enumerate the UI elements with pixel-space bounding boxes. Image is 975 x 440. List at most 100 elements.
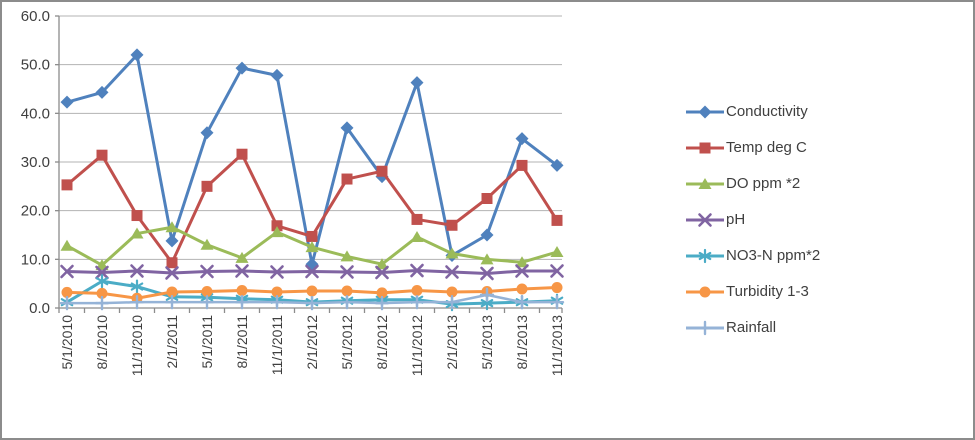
marker-temp-deg-c-5[interactable] [236,148,248,160]
marker-ph-4[interactable] [200,264,214,279]
marker-conductivity-3[interactable] [165,234,179,248]
marker-temp-deg-c-0[interactable] [61,179,73,191]
marker-do-ppm-2-9[interactable] [375,258,389,270]
marker-rainfall-13[interactable] [514,294,530,310]
legend-item-do-ppm-2[interactable]: DO ppm *2 [685,173,820,195]
marker-turbidity-1-3-0[interactable] [61,286,73,298]
marker-do-ppm-2-6[interactable] [270,226,284,238]
marker-rainfall-12[interactable] [479,287,495,303]
marker-ph-6[interactable] [270,265,284,279]
marker-rainfall-10[interactable] [409,294,425,310]
marker-rainfall-7[interactable] [304,295,320,311]
marker-ph-2[interactable] [130,264,144,278]
marker-ph-10[interactable] [410,263,424,278]
marker-temp-deg-c-4[interactable] [201,180,213,192]
marker-do-ppm-2-4[interactable] [200,238,214,250]
legend-item-temp-deg-c[interactable]: Temp deg C [685,137,820,159]
marker-conductivity-0[interactable] [60,95,74,109]
legend-item-ph[interactable]: pH [685,209,820,231]
marker-ph-9[interactable] [375,265,389,280]
marker-do-ppm-2-7[interactable] [305,241,319,253]
marker-rainfall-0[interactable] [59,295,75,311]
marker-temp-deg-c-8[interactable] [341,173,353,185]
marker-ph-14[interactable] [550,264,564,278]
marker-rainfall-4[interactable] [199,294,215,310]
marker-rainfall-5[interactable] [234,294,250,310]
marker-conductivity-6[interactable] [270,68,284,82]
marker-conductivity-1[interactable] [95,85,109,99]
marker-rainfall-14[interactable] [549,294,565,310]
marker-no3-n-ppm-2-1[interactable] [95,274,109,289]
legend-item-conductivity[interactable]: Conductivity [685,101,820,123]
marker-rainfall-6[interactable] [269,294,285,310]
marker-rainfall-11[interactable] [444,294,460,310]
marker-turbidity-1-3-5[interactable] [236,284,248,296]
marker-ph-0[interactable] [60,264,74,279]
marker-rainfall-9[interactable] [374,295,390,311]
marker-do-ppm-2-0[interactable] [60,239,74,251]
marker-temp-deg-c-9[interactable] [376,165,388,177]
marker-ph-1[interactable] [95,265,109,280]
marker-do-ppm-2-3[interactable] [165,221,179,233]
marker-ph-8[interactable] [340,265,354,279]
marker-conductivity-5[interactable] [235,61,249,75]
marker-ph-7[interactable] [305,264,319,279]
marker-ph-13[interactable] [515,264,529,278]
marker-conductivity-10[interactable] [410,76,424,90]
marker-do-ppm-2-2[interactable] [130,227,144,239]
x-axis-label: 11/1/2013 [549,315,565,376]
marker-turbidity-1-3-14[interactable] [551,282,563,294]
marker-do-ppm-2-14[interactable] [550,246,564,258]
marker-turbidity-1-3-11[interactable] [446,286,458,298]
marker-temp-deg-c-7[interactable] [306,230,318,242]
marker-temp-deg-c-6[interactable] [271,220,283,232]
marker-turbidity-1-3-10[interactable] [411,284,423,296]
legend-item-no3-n-ppm-2[interactable]: NO3-N ppm*2 [685,245,820,267]
marker-temp-deg-c-14[interactable] [551,214,563,226]
marker-rainfall-2[interactable] [129,294,145,310]
x-axis-label: 5/1/2010 [59,315,75,370]
marker-conductivity-2[interactable] [130,48,144,62]
marker-temp-deg-c-12[interactable] [481,193,493,204]
x-axis-label: 2/1/2011 [164,315,180,369]
marker-conductivity-13[interactable] [515,132,529,146]
marker-temp-deg-c-11[interactable] [446,219,458,231]
marker-turbidity-1-3-7[interactable] [306,285,318,297]
marker-turbidity-1-3-13[interactable] [516,283,528,295]
marker-temp-deg-c-2[interactable] [131,210,143,222]
marker-do-ppm-2-5[interactable] [235,251,249,263]
y-axis-label: 0.0 [29,300,50,317]
marker-no3-n-ppm-2-2[interactable] [130,279,144,294]
marker-ph-3[interactable] [165,266,179,280]
y-axis-label: 20.0 [21,203,50,220]
marker-rainfall-8[interactable] [339,294,355,310]
marker-conductivity-8[interactable] [340,121,354,135]
marker-conductivity-12[interactable] [480,228,494,242]
marker-temp-deg-c-3[interactable] [166,257,178,269]
marker-temp-deg-c-10[interactable] [411,213,423,225]
marker-do-ppm-2-13[interactable] [515,256,529,268]
x-axis-label: 2/1/2012 [304,315,320,370]
marker-turbidity-1-3-9[interactable] [376,287,388,299]
marker-do-ppm-2-10[interactable] [410,230,424,242]
marker-conductivity-4[interactable] [200,126,214,140]
marker-turbidity-1-3-6[interactable] [271,286,283,298]
marker-ph-12[interactable] [480,266,494,281]
marker-do-ppm-2-12[interactable] [480,253,494,265]
marker-turbidity-1-3-8[interactable] [341,285,353,297]
marker-ph-5[interactable] [235,264,249,278]
marker-turbidity-1-3-3[interactable] [166,286,178,298]
marker-rainfall-1[interactable] [94,295,110,311]
marker-conductivity-14[interactable] [550,158,564,172]
legend-item-turbidity-1-3[interactable]: Turbidity 1-3 [685,281,820,303]
marker-temp-deg-c-13[interactable] [516,159,528,171]
marker-temp-deg-c-1[interactable] [96,149,108,161]
y-axis-label: 30.0 [21,154,50,171]
marker-turbidity-1-3-4[interactable] [201,285,213,297]
marker-do-ppm-2-11[interactable] [445,247,459,259]
marker-rainfall-3[interactable] [164,294,180,310]
marker-turbidity-1-3-1[interactable] [96,287,108,299]
legend-item-rainfall[interactable]: Rainfall [685,317,820,339]
marker-do-ppm-2-8[interactable] [340,250,354,262]
marker-ph-11[interactable] [445,265,459,279]
